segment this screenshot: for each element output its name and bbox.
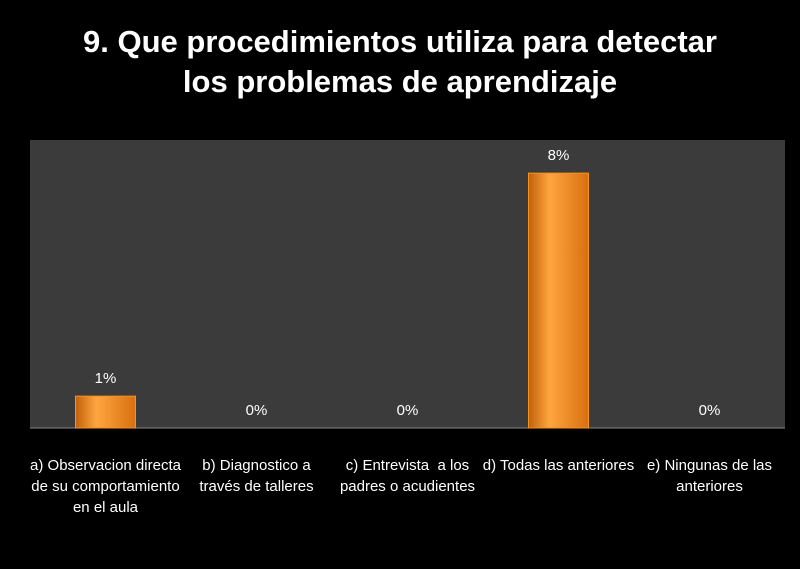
value-label: 8% xyxy=(547,147,570,165)
x-tick-label: e) Ningunas de las anteriores xyxy=(646,457,777,495)
bar xyxy=(75,395,136,429)
x-tick-label: b) Diagnostico a través de talleres xyxy=(199,457,315,495)
value-label: 0% xyxy=(698,402,721,419)
value-label: 1% xyxy=(94,370,117,388)
value-label: 0% xyxy=(245,402,268,419)
plot-area xyxy=(30,140,785,428)
bar xyxy=(528,172,589,429)
x-tick-label: d) Todas las anteriores xyxy=(482,457,635,474)
value-label: 0% xyxy=(396,402,419,419)
x-tick-label: a) Observacion directa de su comportamie… xyxy=(30,457,190,516)
chart-title: 9. Que procedimientos utiliza para detec… xyxy=(83,24,717,99)
x-tick-label: c) Entrevista a los padres o acudientes xyxy=(339,457,476,495)
